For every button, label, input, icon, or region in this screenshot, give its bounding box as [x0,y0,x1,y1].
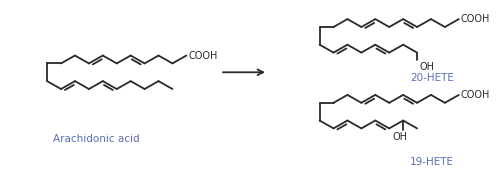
Text: COOH: COOH [461,14,490,24]
Text: OH: OH [419,62,434,72]
Text: Arachidonic acid: Arachidonic acid [52,134,139,144]
Text: COOH: COOH [188,50,218,61]
Text: COOH: COOH [461,90,490,100]
Text: 19-HETE: 19-HETE [410,157,454,167]
Text: OH: OH [392,132,407,142]
Text: 20-HETE: 20-HETE [410,73,454,83]
